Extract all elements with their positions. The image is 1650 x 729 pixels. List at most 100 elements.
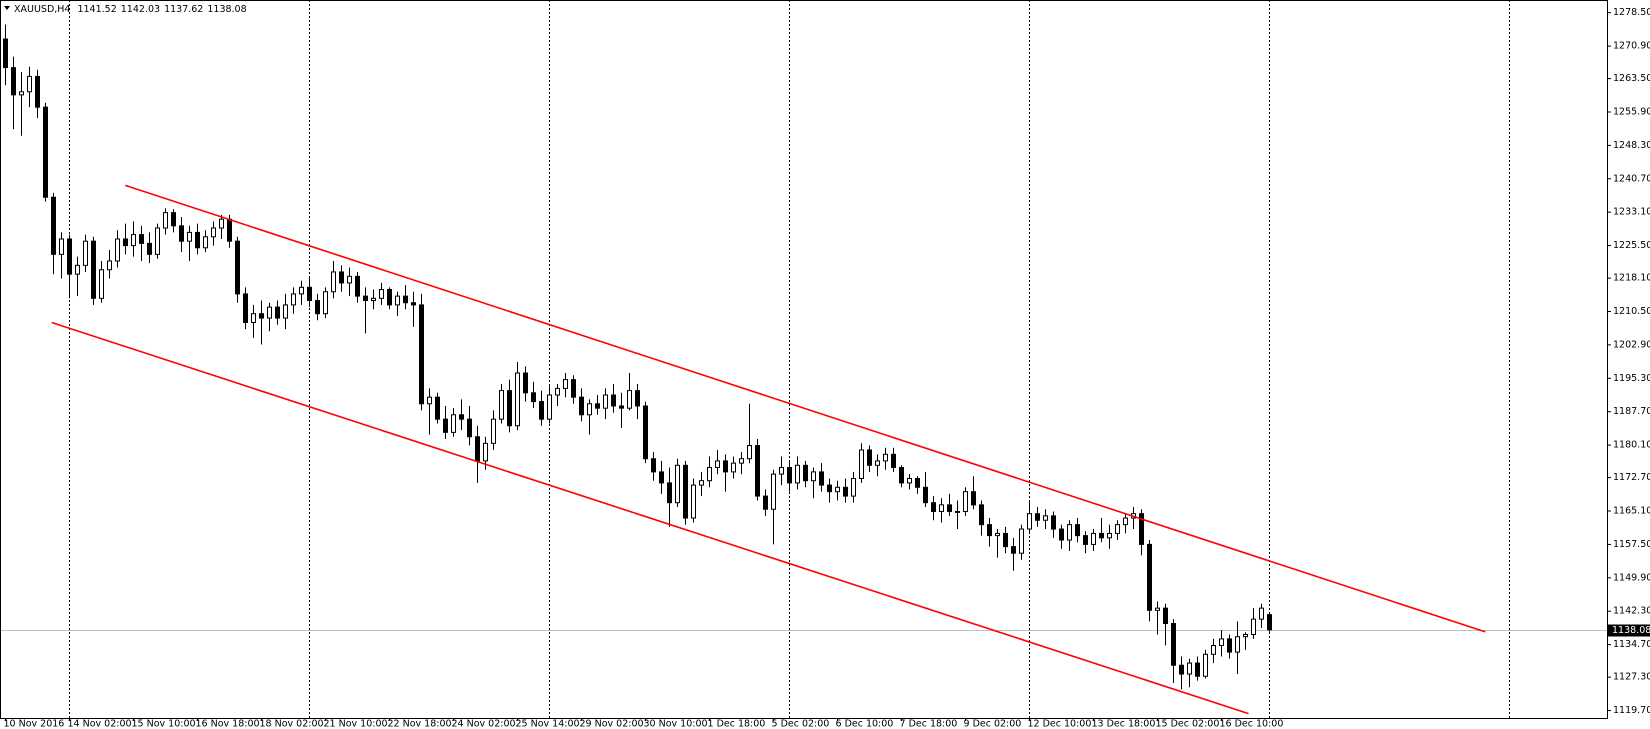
x-tick-label: 1 Dec 18:00 bbox=[708, 719, 766, 729]
y-tick-label: 1195.30 bbox=[1613, 373, 1650, 384]
y-tick-label: 1263.50 bbox=[1613, 73, 1650, 84]
candle-body bbox=[451, 414, 456, 433]
candle-body bbox=[1027, 513, 1032, 530]
candle-body bbox=[307, 286, 312, 302]
candle-body bbox=[339, 271, 344, 284]
candle-body bbox=[67, 238, 72, 275]
candle-body bbox=[203, 236, 208, 249]
candle-body bbox=[1043, 515, 1048, 521]
candle-body bbox=[539, 401, 544, 420]
x-tick-label: 16 Nov 18:00 bbox=[196, 719, 260, 729]
candle-layer bbox=[3, 24, 1272, 690]
candle-body bbox=[323, 291, 328, 315]
candle-body bbox=[3, 38, 8, 69]
x-tick-label: 22 Nov 18:00 bbox=[388, 719, 452, 729]
candle-body bbox=[731, 462, 736, 473]
candle-body bbox=[163, 212, 168, 229]
candle-body bbox=[395, 295, 400, 306]
candle-body bbox=[811, 471, 816, 482]
candle-body bbox=[123, 238, 128, 247]
y-tick-label: 1149.90 bbox=[1613, 572, 1650, 583]
candle-body bbox=[603, 394, 608, 409]
candle-body bbox=[651, 458, 656, 473]
candle-body bbox=[507, 390, 512, 427]
candle-body bbox=[691, 484, 696, 519]
candle-body bbox=[299, 286, 304, 295]
candle-body bbox=[923, 486, 928, 504]
x-tick-label: 29 Nov 02:00 bbox=[580, 719, 644, 729]
candle-body bbox=[891, 453, 896, 469]
candle-body bbox=[1067, 524, 1072, 541]
x-tick-label: 14 Nov 02:00 bbox=[68, 719, 132, 729]
price-label: 1138.08 bbox=[1612, 625, 1650, 636]
header-open: 1141.52 bbox=[77, 4, 116, 15]
candle-body bbox=[107, 260, 112, 271]
candle-body bbox=[147, 242, 152, 255]
header-arrow[interactable] bbox=[4, 6, 10, 10]
trend-line bbox=[51, 321, 1249, 715]
candle-body bbox=[443, 418, 448, 433]
candle-body bbox=[747, 445, 752, 460]
candle-body bbox=[739, 458, 744, 464]
candle-body bbox=[683, 464, 688, 519]
candle-body bbox=[555, 387, 560, 396]
candle-body bbox=[227, 218, 232, 242]
candle-body bbox=[1227, 638, 1232, 653]
candle-body bbox=[315, 300, 320, 315]
candle-body bbox=[251, 313, 256, 323]
trend-line bbox=[125, 184, 1486, 633]
candle-body bbox=[99, 269, 104, 299]
candle-body bbox=[403, 295, 408, 304]
candle-body bbox=[1243, 634, 1248, 638]
candle-body bbox=[347, 275, 352, 284]
candle-body bbox=[899, 467, 904, 484]
candle-body bbox=[819, 471, 824, 486]
candle-body bbox=[1115, 524, 1120, 534]
candle-body bbox=[235, 240, 240, 295]
x-tick-label: 7 Dec 18:00 bbox=[900, 719, 958, 729]
y-tick-label: 1119.70 bbox=[1613, 705, 1650, 716]
candle-body bbox=[859, 449, 864, 479]
candle-body bbox=[27, 75, 32, 93]
x-tick-label: 30 Nov 10:00 bbox=[644, 719, 708, 729]
candle-body bbox=[707, 467, 712, 482]
candle-body bbox=[1051, 515, 1056, 530]
candle-body bbox=[1235, 636, 1240, 653]
candle-body bbox=[611, 394, 616, 407]
candle-body bbox=[59, 238, 64, 255]
candle-body bbox=[947, 504, 952, 512]
y-tick-label: 1240.70 bbox=[1613, 173, 1650, 184]
header-low: 1137.62 bbox=[164, 4, 203, 15]
candle-body bbox=[571, 379, 576, 398]
candle-body bbox=[563, 379, 568, 389]
x-tick-label: 5 Dec 02:00 bbox=[772, 719, 830, 729]
candle-body bbox=[91, 240, 96, 299]
candle-body bbox=[779, 467, 784, 475]
candle-body bbox=[843, 486, 848, 497]
candle-body bbox=[155, 227, 160, 255]
y-tick-label: 1278.50 bbox=[1613, 7, 1650, 18]
candle-body bbox=[1107, 532, 1112, 539]
candle-body bbox=[267, 306, 272, 319]
candle-body bbox=[931, 502, 936, 512]
candle-body bbox=[259, 313, 264, 319]
candle-body bbox=[171, 212, 176, 227]
candle-body bbox=[283, 304, 288, 319]
candle-body bbox=[771, 473, 776, 510]
x-tick-label: 9 Dec 02:00 bbox=[964, 719, 1022, 729]
candle-body bbox=[667, 482, 672, 504]
candle-body bbox=[1219, 638, 1224, 646]
candle-body bbox=[275, 306, 280, 319]
candle-body bbox=[331, 271, 336, 293]
candle-body bbox=[51, 196, 56, 255]
candle-body bbox=[467, 418, 472, 438]
y-tick-label: 1270.90 bbox=[1613, 41, 1650, 52]
header-close: 1138.08 bbox=[207, 4, 246, 15]
y-tick-label: 1210.50 bbox=[1613, 306, 1650, 317]
candle-body bbox=[907, 477, 912, 484]
candle-body bbox=[1171, 623, 1176, 666]
candle-body bbox=[1267, 614, 1272, 631]
candle-body bbox=[371, 297, 376, 302]
candle-body bbox=[427, 396, 432, 405]
candle-body bbox=[1003, 532, 1008, 548]
